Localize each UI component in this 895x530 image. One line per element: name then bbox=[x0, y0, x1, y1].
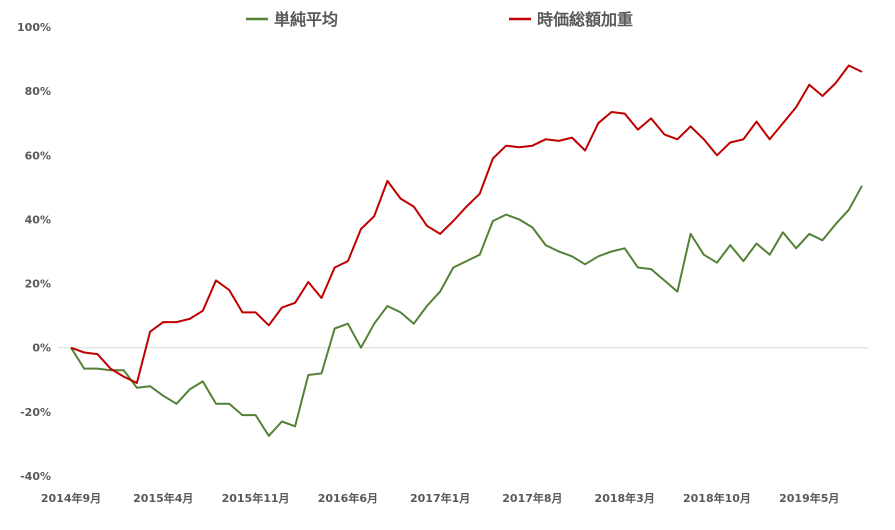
legend-label-cap-weighted: 時価総額加重 bbox=[537, 10, 633, 29]
series-line-cap-weighted bbox=[70, 64, 863, 384]
x-tick-label: 2017年8月 bbox=[502, 491, 562, 505]
series-line-simple-average bbox=[70, 185, 863, 437]
y-tick-label: 80% bbox=[25, 85, 51, 98]
x-tick-label: 2016年6月 bbox=[318, 491, 378, 505]
x-tick-label: 2017年1月 bbox=[410, 491, 470, 505]
x-tick-label: 2014年9月 bbox=[41, 491, 101, 505]
x-axis: 2014年9月 2015年4月 2015年11月 2016年6月 2017年1月 2017… bbox=[41, 491, 840, 505]
y-tick-label: 20% bbox=[25, 278, 51, 291]
series-lines bbox=[70, 64, 863, 437]
x-tick-label: 2018年3月 bbox=[595, 491, 655, 505]
y-tick-label: 0% bbox=[32, 342, 51, 355]
x-tick-label: 2019年5月 bbox=[779, 491, 839, 505]
y-tick-label: 100% bbox=[17, 21, 51, 34]
y-axis: -40% -20% 0% 20% 40% 60% 80% 100% bbox=[17, 21, 51, 483]
y-tick-label: 40% bbox=[25, 213, 51, 226]
y-tick-label: 60% bbox=[25, 149, 51, 162]
x-tick-label: 2015年11月 bbox=[222, 491, 290, 505]
y-tick-label: -20% bbox=[20, 406, 51, 419]
x-tick-label: 2015年4月 bbox=[133, 491, 193, 505]
y-tick-label: -40% bbox=[20, 470, 51, 483]
chart-legend: 単純平均 時価総額加重 bbox=[246, 10, 633, 29]
x-tick-label: 2018年10月 bbox=[683, 491, 751, 505]
legend-label-simple-average: 単純平均 bbox=[274, 10, 338, 29]
